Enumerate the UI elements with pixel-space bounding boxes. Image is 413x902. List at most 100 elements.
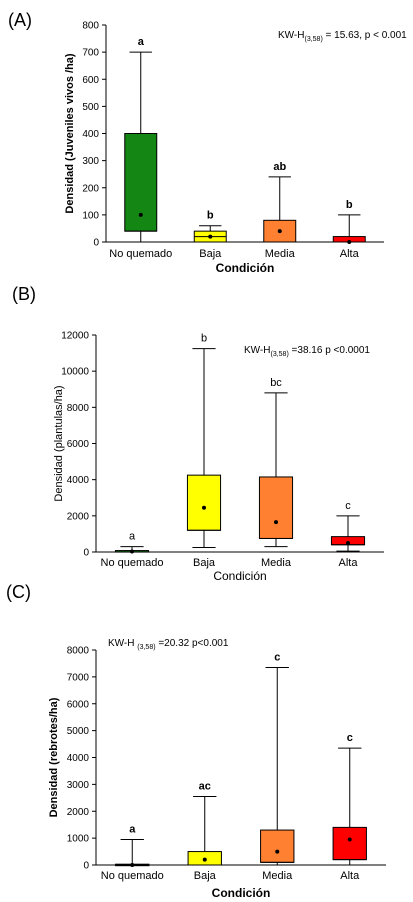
- box-iqr: [186, 474, 222, 531]
- y-tick-label: 5000: [67, 726, 90, 737]
- y-tick-label: 800: [82, 21, 99, 32]
- x-category-label: No quemado: [101, 870, 164, 882]
- y-axis-label: Densidad (plantulas/ha): [53, 385, 65, 501]
- y-tick-label: 4000: [67, 475, 90, 486]
- box-baja: b: [193, 210, 227, 243]
- y-tick-label: 10000: [61, 367, 89, 378]
- y-axis-label: Densidad (Juveniles vivos /ha): [64, 53, 76, 214]
- box-media: c: [260, 651, 295, 866]
- y-tick-label: 12000: [61, 331, 89, 342]
- x-category-label: No quemado: [109, 248, 172, 260]
- x-axis-label: Condición: [212, 886, 271, 900]
- box-alta: c: [332, 732, 367, 866]
- y-tick-label: 100: [82, 210, 99, 221]
- chart-panel-2: (B) 0 2000 4000 6000 8000 10000 12000 Densidad (…: [12, 284, 384, 583]
- box-iqr: [258, 476, 294, 539]
- x-category-label: Baja: [193, 557, 216, 569]
- mean-point: [274, 520, 278, 525]
- mean-point: [130, 863, 135, 867]
- mean-point: [202, 857, 207, 862]
- significance-letter: b: [207, 210, 214, 222]
- significance-letter: ac: [199, 780, 211, 792]
- mean-point: [275, 849, 280, 854]
- box-baja: ac: [187, 780, 222, 866]
- box-iqr: [260, 829, 295, 863]
- annotation-prefix: KW-H: [278, 30, 304, 41]
- annotation-prefix: KW-H: [244, 345, 270, 356]
- x-category-label: Media: [262, 870, 293, 882]
- significance-letter: c: [345, 500, 351, 512]
- kruskal-wallis-annotation: KW-H(3,58) =38.16 p <0.0001: [244, 345, 370, 358]
- x-category-label: Alta: [340, 870, 360, 882]
- annotation-suffix: = 15.63, p < 0.001: [323, 30, 407, 41]
- significance-letter: a: [138, 36, 145, 48]
- y-tick-label: 500: [82, 102, 99, 113]
- y-tick-label: 0: [83, 861, 89, 872]
- y-tick-label: 6000: [67, 439, 90, 450]
- significance-letter: c: [274, 651, 280, 663]
- y-tick-label: 200: [82, 183, 99, 194]
- mean-point: [130, 549, 134, 554]
- mean-point: [277, 229, 282, 234]
- significance-letter: bc: [270, 377, 282, 389]
- box-media: bc: [258, 377, 294, 548]
- annotation-subscript: (3,58): [270, 351, 288, 358]
- y-tick-label: 2000: [67, 511, 90, 522]
- kruskal-wallis-annotation: KW-H (3,58) =20.32 p<0.001: [108, 638, 229, 651]
- annotation-subscript: (3,58): [137, 644, 155, 651]
- mean-point: [346, 540, 350, 545]
- box-alta: c: [330, 500, 366, 552]
- annotation-subscript: (3,58): [304, 36, 322, 43]
- y-tick-label: 1000: [67, 834, 90, 845]
- y-tick-label: 0: [93, 238, 99, 249]
- y-tick-label: 700: [82, 48, 99, 59]
- box-no-quemado: a: [114, 531, 150, 554]
- annotation-suffix: =38.16 p <0.0001: [289, 345, 371, 356]
- significance-letter: ab: [273, 161, 286, 173]
- y-tick-label: 4000: [67, 753, 90, 764]
- y-tick-label: 7000: [67, 672, 90, 683]
- chart-panel-3: (C) 0 1000 2000 3000 4000 5000 6000 7000 8000 Dens…: [6, 582, 386, 900]
- y-tick-label: 2000: [67, 807, 90, 818]
- significance-letter: a: [129, 531, 136, 543]
- y-tick-label: 8000: [67, 403, 90, 414]
- panel-label: (A): [8, 10, 32, 30]
- chart-panel-1: (A) 0 100 200 300 400 500 600 700 800 Densidad (Ju…: [8, 10, 407, 275]
- x-category-label: Baja: [199, 248, 222, 260]
- y-tick-label: 600: [82, 75, 99, 86]
- mean-point: [202, 505, 206, 510]
- significance-letter: b: [201, 333, 207, 345]
- significance-letter: b: [346, 199, 353, 211]
- x-category-label: Alta: [340, 248, 360, 260]
- y-tick-label: 0: [83, 548, 89, 559]
- x-axis-label: Condición: [216, 261, 275, 275]
- mean-point: [347, 837, 352, 842]
- panel-label: (B): [12, 284, 36, 304]
- kruskal-wallis-annotation: KW-H(3,58) = 15.63, p < 0.001: [278, 30, 407, 43]
- panel-label: (C): [6, 582, 31, 602]
- x-axis-label: Condición: [213, 569, 266, 583]
- annotation-prefix: KW-H: [108, 638, 137, 649]
- mean-point: [347, 240, 352, 244]
- box-baja: b: [186, 333, 222, 548]
- box-media: ab: [263, 161, 297, 243]
- x-category-label: Baja: [194, 870, 217, 882]
- mean-point: [208, 234, 213, 239]
- significance-letter: c: [347, 732, 353, 744]
- y-tick-label: 300: [82, 156, 99, 167]
- box-no-quemado: a: [115, 823, 150, 867]
- y-tick-label: 400: [82, 129, 99, 140]
- y-tick-label: 6000: [67, 699, 90, 710]
- y-axis-label: Densidad (rebrotes/ha): [48, 697, 60, 817]
- x-category-label: Media: [261, 557, 292, 569]
- x-category-label: No quemado: [101, 557, 164, 569]
- box-no-quemado: a: [124, 36, 158, 243]
- y-tick-label: 8000: [67, 646, 90, 657]
- box-iqr: [332, 826, 367, 861]
- annotation-suffix: =20.32 p<0.001: [156, 638, 229, 649]
- mean-point: [138, 212, 143, 217]
- significance-letter: a: [129, 823, 136, 835]
- x-category-label: Media: [265, 248, 296, 260]
- x-category-label: Alta: [339, 557, 359, 569]
